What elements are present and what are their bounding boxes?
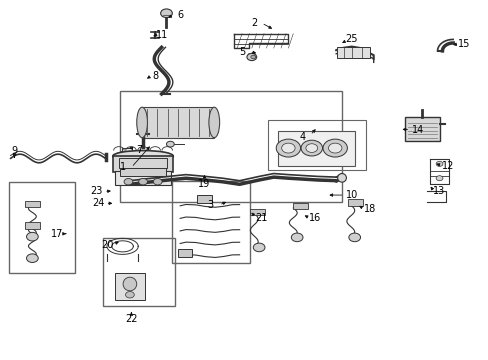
Bar xyxy=(25,222,40,229)
Circle shape xyxy=(124,179,133,185)
Bar xyxy=(177,249,192,257)
Circle shape xyxy=(250,55,255,59)
Text: 22: 22 xyxy=(125,314,137,324)
Bar xyxy=(336,47,369,58)
Text: 3: 3 xyxy=(207,200,213,210)
Circle shape xyxy=(435,176,442,181)
Bar xyxy=(9,182,75,273)
Circle shape xyxy=(305,144,317,152)
Circle shape xyxy=(253,243,264,252)
Text: 20: 20 xyxy=(101,239,113,249)
Text: 14: 14 xyxy=(410,125,423,135)
Bar xyxy=(267,120,366,170)
Bar xyxy=(113,156,173,172)
Bar xyxy=(115,273,144,300)
Text: 13: 13 xyxy=(432,186,445,197)
Text: 8: 8 xyxy=(152,71,159,81)
Circle shape xyxy=(281,143,294,153)
Circle shape xyxy=(125,292,134,298)
Circle shape xyxy=(276,139,300,157)
Text: 21: 21 xyxy=(255,213,267,222)
Circle shape xyxy=(328,143,341,153)
Text: 5: 5 xyxy=(239,46,244,57)
Text: 4: 4 xyxy=(299,132,305,142)
Text: 17: 17 xyxy=(50,229,63,239)
Bar xyxy=(250,209,264,215)
Ellipse shape xyxy=(123,277,137,291)
Circle shape xyxy=(435,161,442,166)
Text: 1: 1 xyxy=(119,162,125,172)
Bar xyxy=(277,131,354,166)
Text: 25: 25 xyxy=(345,35,357,44)
Bar xyxy=(405,117,439,141)
Text: 9: 9 xyxy=(11,145,18,156)
Bar xyxy=(119,158,167,168)
Ellipse shape xyxy=(337,174,346,182)
Text: 6: 6 xyxy=(177,10,183,20)
Ellipse shape xyxy=(208,107,219,138)
Circle shape xyxy=(153,179,162,185)
Circle shape xyxy=(166,141,174,147)
Ellipse shape xyxy=(137,107,147,138)
Bar xyxy=(115,171,171,185)
Circle shape xyxy=(323,139,346,157)
Text: 19: 19 xyxy=(198,179,210,189)
Circle shape xyxy=(291,233,303,242)
Bar xyxy=(122,148,132,155)
Circle shape xyxy=(26,254,38,262)
Bar xyxy=(172,181,250,263)
Text: 23: 23 xyxy=(90,186,103,197)
Bar xyxy=(25,201,40,207)
Text: 11: 11 xyxy=(155,30,167,40)
Circle shape xyxy=(26,232,38,241)
Circle shape xyxy=(160,9,172,18)
Circle shape xyxy=(301,140,322,156)
Bar xyxy=(142,107,214,138)
Ellipse shape xyxy=(113,150,173,162)
Text: 10: 10 xyxy=(345,190,357,200)
Text: 15: 15 xyxy=(457,39,469,49)
Bar xyxy=(120,91,341,202)
Text: 18: 18 xyxy=(364,204,376,215)
Circle shape xyxy=(348,233,360,242)
Bar xyxy=(120,162,166,176)
Bar xyxy=(103,238,175,306)
Text: 7: 7 xyxy=(136,144,142,154)
Circle shape xyxy=(246,53,256,60)
Text: 24: 24 xyxy=(92,198,104,208)
Circle shape xyxy=(139,179,147,185)
Bar xyxy=(197,195,211,203)
Bar xyxy=(347,199,362,206)
Text: 16: 16 xyxy=(308,213,321,222)
Bar xyxy=(293,203,307,210)
Text: 12: 12 xyxy=(441,161,453,171)
Text: 2: 2 xyxy=(251,18,257,28)
